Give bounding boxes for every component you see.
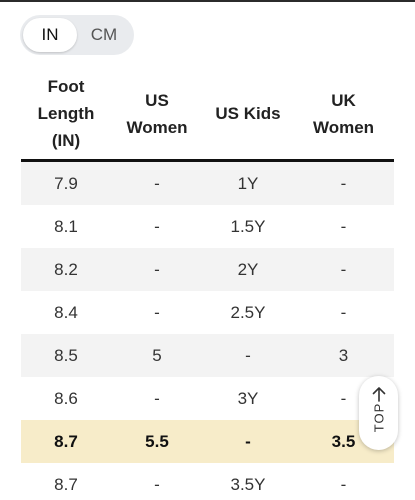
cell-uk-women: - bbox=[340, 302, 347, 322]
unit-option-in[interactable]: IN bbox=[23, 18, 77, 52]
cell-us-kids: - bbox=[245, 345, 251, 365]
unit-option-cm[interactable]: CM bbox=[90, 25, 118, 44]
cell-uk-women: - bbox=[340, 216, 347, 236]
cell-us-women: - bbox=[154, 259, 160, 279]
cell-us-women: - bbox=[154, 216, 160, 236]
table-row: 8.2 - 2Y - bbox=[21, 248, 394, 291]
header-us-women: US Women bbox=[111, 87, 203, 141]
header-label-line: US bbox=[145, 90, 169, 110]
arrow-up-icon bbox=[372, 387, 385, 402]
table-row: 8.7 - 3.5Y - bbox=[21, 463, 394, 500]
cell-us-kids: 2Y bbox=[237, 259, 259, 279]
cell-foot-length: 8.7 bbox=[54, 431, 78, 451]
cell-us-women: 5 bbox=[152, 345, 162, 365]
table-row-highlighted: 8.7 5.5 - 3.5 bbox=[21, 420, 394, 463]
cell-us-kids: - bbox=[245, 431, 251, 451]
cell-foot-length: 7.9 bbox=[54, 173, 78, 193]
cell-us-women: 5.5 bbox=[145, 431, 169, 451]
header-label-line: UK bbox=[331, 90, 356, 110]
header-label-line: (IN) bbox=[51, 131, 81, 150]
cell-us-kids: 2.5Y bbox=[230, 302, 266, 322]
cell-uk-women: - bbox=[340, 388, 347, 408]
table-row: 8.1 - 1.5Y - bbox=[21, 205, 394, 248]
cell-foot-length: 8.6 bbox=[54, 388, 78, 408]
top-label: TOP bbox=[371, 402, 386, 433]
unit-toggle[interactable]: IN CM bbox=[20, 15, 134, 55]
table-row: 8.5 5 - 3 bbox=[21, 334, 394, 377]
cell-us-kids: 3Y bbox=[237, 388, 259, 408]
size-chart-table: Foot Length (IN) US Women US Kids UK Wom… bbox=[21, 68, 394, 500]
cell-us-kids: 1Y bbox=[237, 173, 259, 193]
cell-us-women: - bbox=[154, 388, 160, 408]
cell-us-women: - bbox=[154, 474, 160, 494]
cell-foot-length: 8.4 bbox=[54, 302, 78, 322]
cell-foot-length: 8.7 bbox=[54, 474, 78, 494]
cell-uk-women: 3 bbox=[338, 345, 349, 365]
scroll-to-top-button[interactable]: TOP bbox=[359, 376, 398, 450]
header-foot-length: Foot Length (IN) bbox=[21, 73, 111, 154]
cell-uk-women: - bbox=[340, 474, 347, 494]
cell-uk-women: - bbox=[340, 259, 347, 279]
top-divider bbox=[0, 0, 415, 2]
header-label-line: Women bbox=[312, 117, 375, 137]
cell-us-kids: 1.5Y bbox=[230, 216, 266, 236]
table-header: Foot Length (IN) US Women US Kids UK Wom… bbox=[21, 68, 394, 162]
header-uk-women: UK Women bbox=[293, 87, 394, 141]
header-label-line: Women bbox=[126, 117, 188, 137]
table-body: 7.9-1Y -8.1-1.5Y -8.2-2Y -8.4-2.5Y -8.5 5-3 8.… bbox=[21, 162, 394, 500]
cell-foot-length: 8.5 bbox=[54, 345, 78, 365]
header-label-line: Length bbox=[37, 104, 95, 123]
header-label-line: US Kids bbox=[215, 104, 281, 123]
header-label-line: Foot bbox=[47, 77, 85, 96]
table-row: 7.9 - 1Y - bbox=[21, 162, 394, 205]
table-row: 8.4 - 2.5Y - bbox=[21, 291, 394, 334]
cell-foot-length: 8.2 bbox=[54, 259, 78, 279]
cell-foot-length: 8.1 bbox=[54, 216, 78, 236]
cell-us-women: - bbox=[154, 302, 160, 322]
cell-uk-women: 3.5 bbox=[331, 431, 356, 451]
cell-uk-women: - bbox=[340, 173, 347, 193]
table-row: 8.6 - 3Y - bbox=[21, 377, 394, 420]
cell-us-women: - bbox=[154, 173, 160, 193]
cell-us-kids: 3.5Y bbox=[230, 474, 266, 494]
header-us-kids: US Kids bbox=[203, 100, 293, 127]
